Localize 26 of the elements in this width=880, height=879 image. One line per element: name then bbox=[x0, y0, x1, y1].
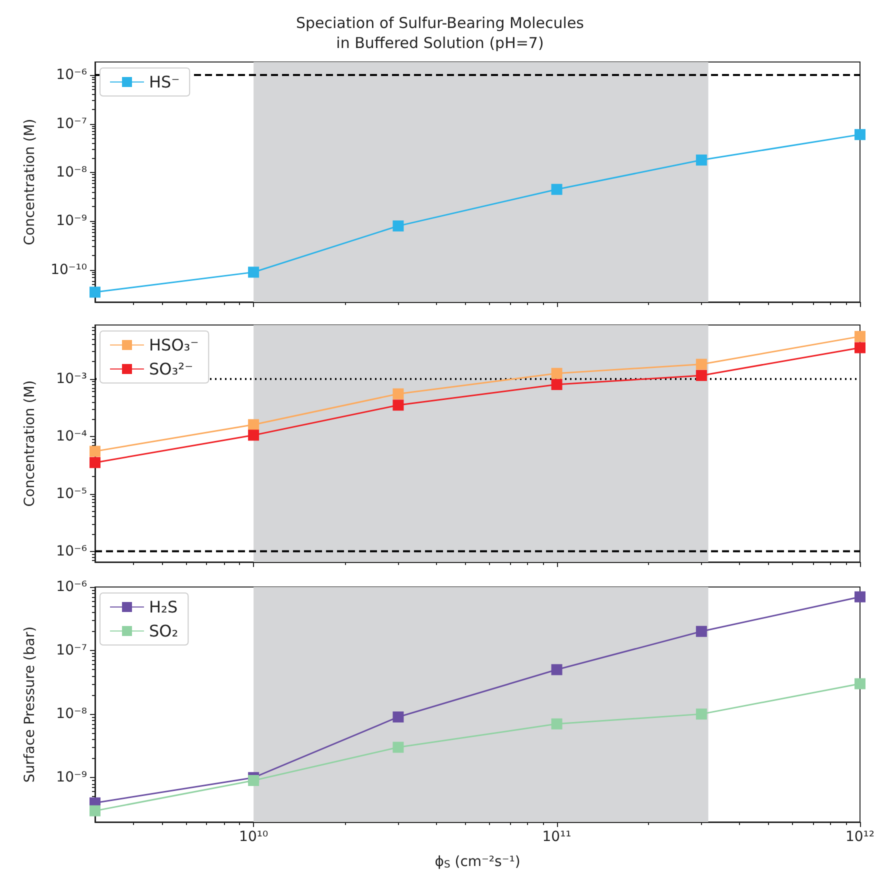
y-tick-label: 10⁻⁵ bbox=[56, 486, 87, 502]
y-tick-label: 10⁻⁴ bbox=[56, 428, 88, 444]
y-axis-title: Surface Pressure (bar) bbox=[22, 626, 38, 783]
legend-label: SO₂ bbox=[149, 622, 178, 640]
y-tick-label: 10⁻⁸ bbox=[56, 706, 88, 722]
y-axis-title: Concentration (M) bbox=[22, 380, 38, 507]
legend-label: H₂S bbox=[149, 598, 178, 616]
y-tick-label: 10⁻⁹ bbox=[56, 213, 88, 230]
y-tick-label: 10⁻⁷ bbox=[56, 642, 87, 659]
y-tick-label: 10⁻⁶ bbox=[56, 67, 88, 84]
chart-title: Speciation of Sulfur-Bearing Molecules in Buffered Solution (pH=7) bbox=[296, 14, 584, 52]
y-tick-label: 10⁻⁶ bbox=[56, 543, 88, 560]
y-tick-label: 10⁻⁶ bbox=[56, 579, 88, 595]
legend-label: SO₃²⁻ bbox=[149, 360, 194, 378]
legend-label: HS⁻ bbox=[149, 72, 180, 92]
legend-label: HSO₃⁻ bbox=[149, 336, 199, 354]
x-axis-title: ϕS (cm⁻²s⁻¹) bbox=[434, 854, 520, 870]
y-tick-label: 10⁻³ bbox=[56, 370, 87, 387]
y-tick-label: 10⁻⁹ bbox=[56, 770, 88, 786]
x-tick-label: 10¹² bbox=[845, 829, 875, 845]
y-tick-label: 10⁻⁷ bbox=[56, 116, 87, 132]
y-axis-title: Concentration (M) bbox=[22, 118, 38, 246]
y-tick-label: 10⁻⁸ bbox=[56, 164, 88, 180]
x-tick-label: 10¹¹ bbox=[542, 829, 572, 845]
y-tick-label: 10⁻¹⁰ bbox=[50, 262, 88, 278]
x-tick-label: 10¹⁰ bbox=[239, 829, 268, 845]
